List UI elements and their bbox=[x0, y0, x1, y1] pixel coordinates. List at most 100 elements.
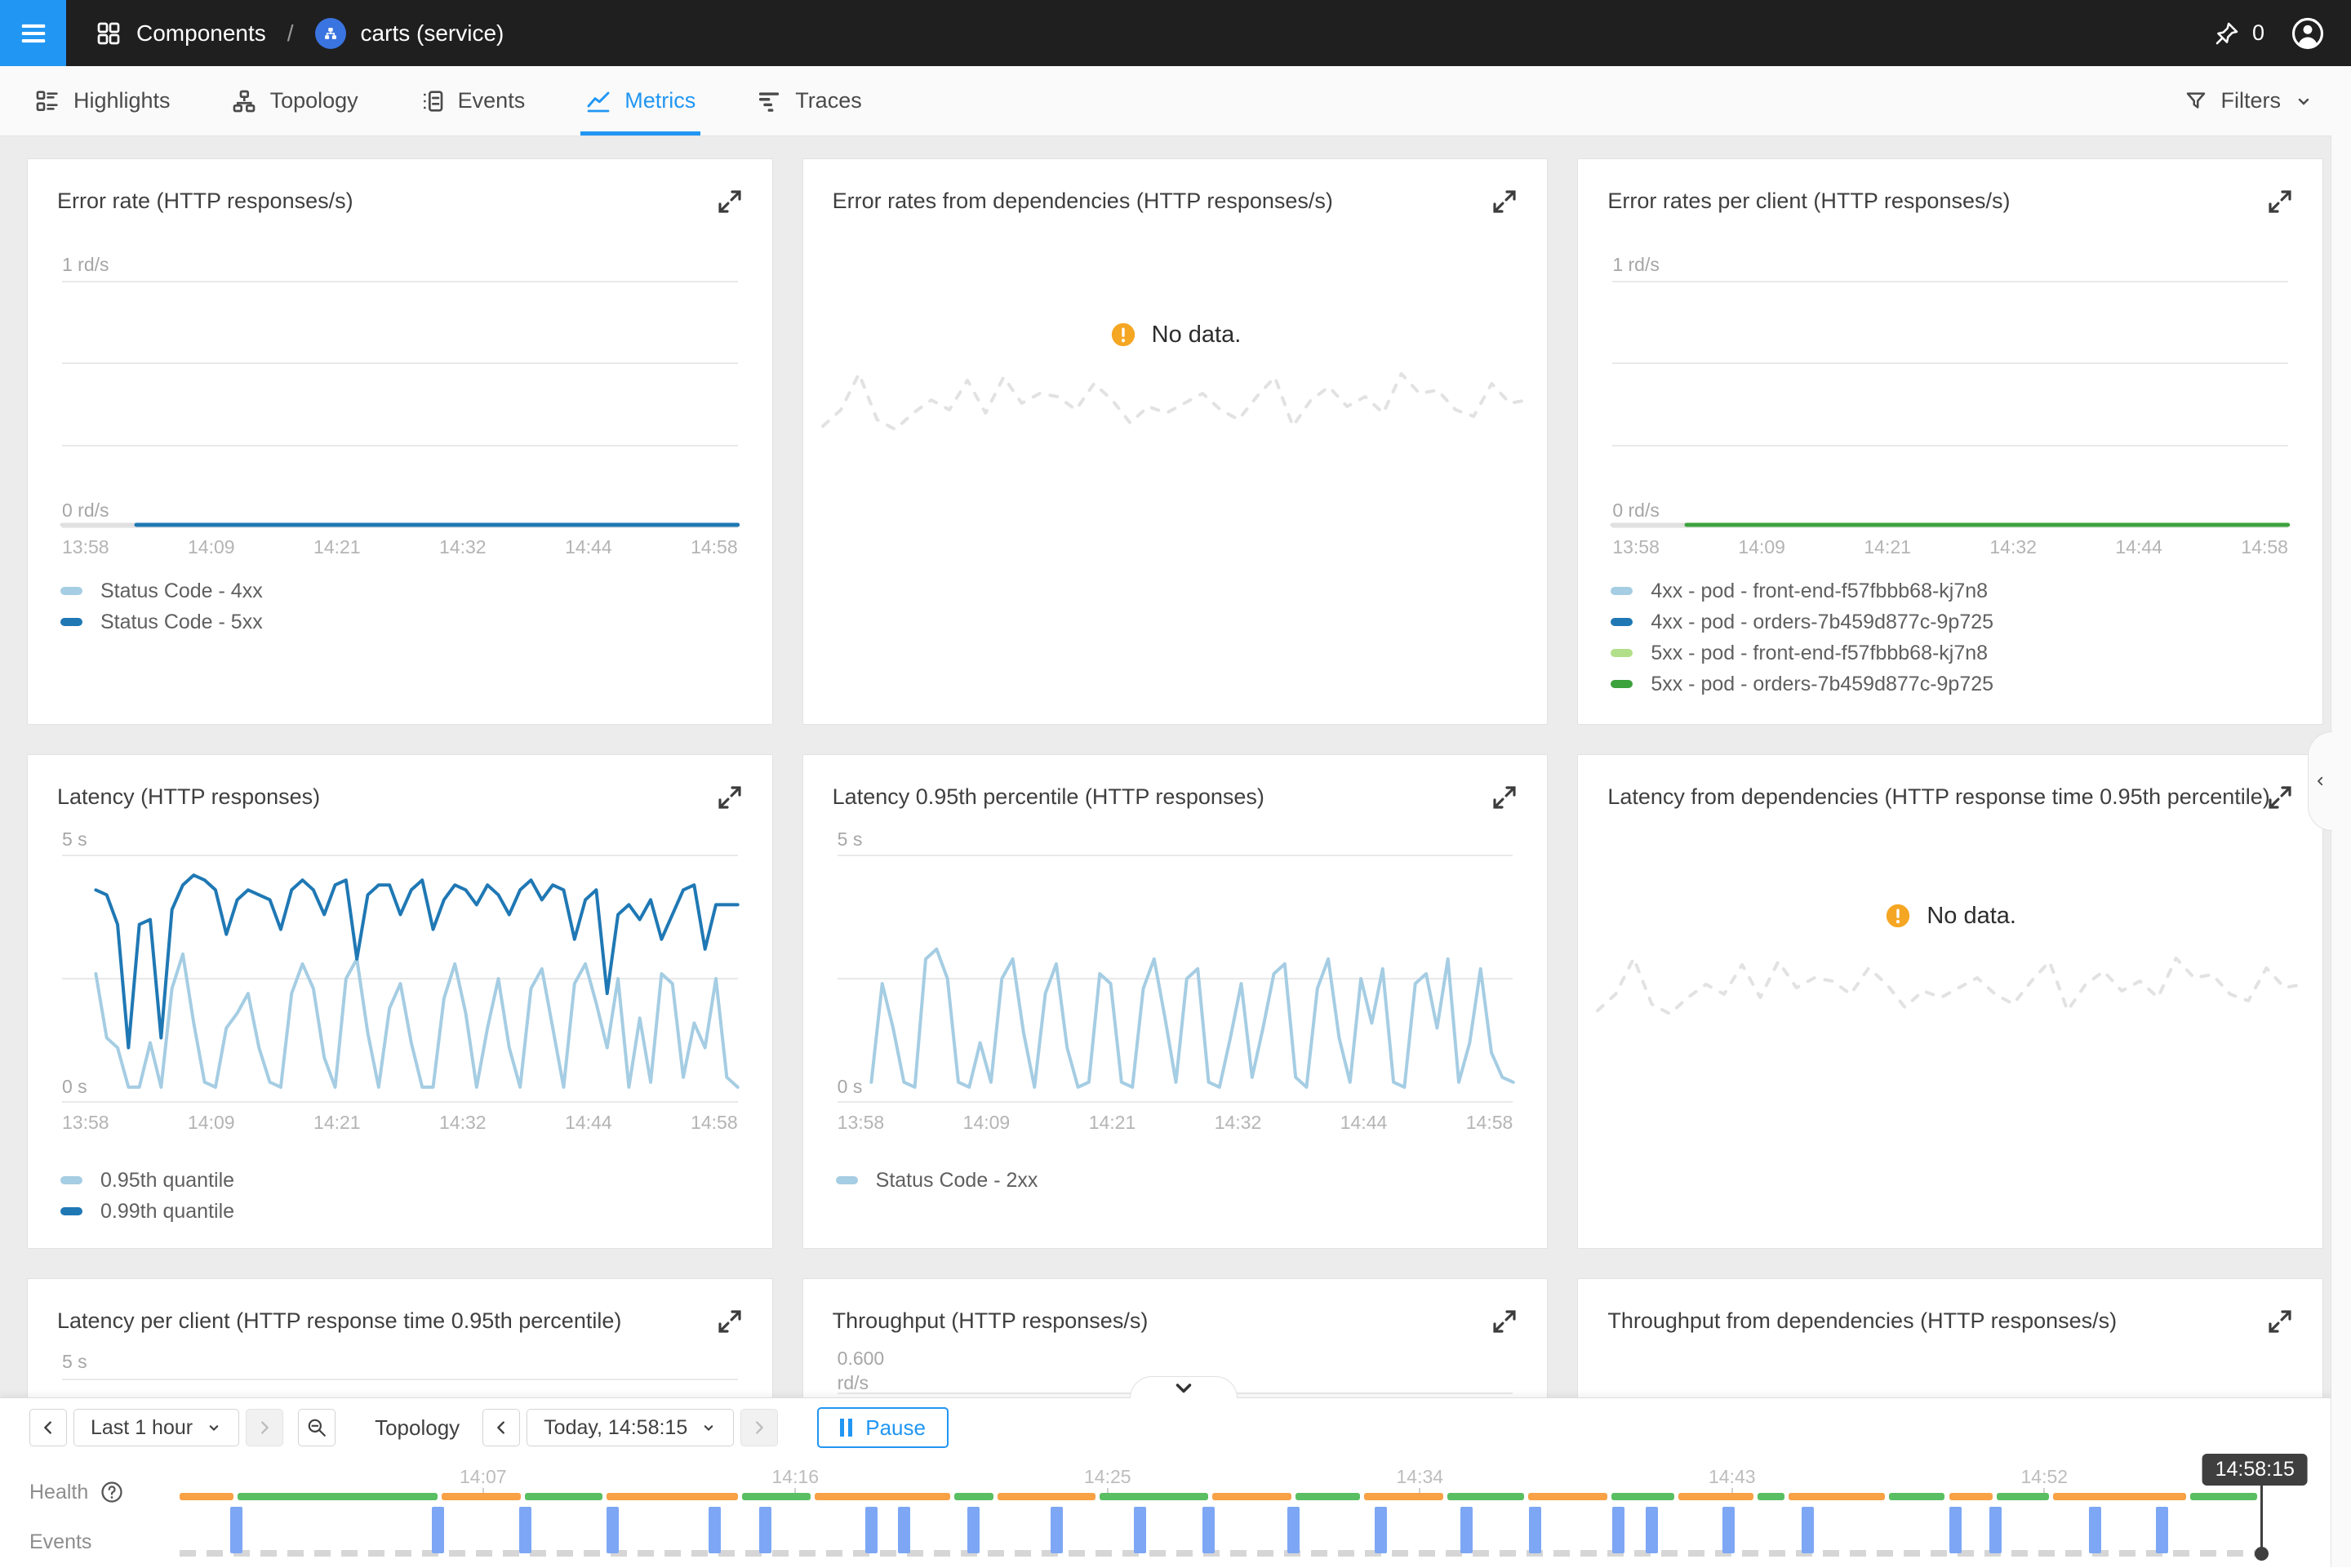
tab-topology[interactable]: Topology bbox=[226, 66, 363, 135]
event-bar[interactable] bbox=[1989, 1507, 2002, 1553]
health-segment-green bbox=[1295, 1493, 1360, 1500]
help-icon[interactable] bbox=[100, 1480, 124, 1504]
chart-title: Throughput from dependencies (HTTP respo… bbox=[1607, 1308, 2118, 1333]
event-bar[interactable] bbox=[1529, 1507, 1542, 1553]
event-bar[interactable] bbox=[1949, 1507, 1962, 1553]
legend-item[interactable]: Status Code - 4xx bbox=[60, 580, 263, 602]
expand-chart-icon[interactable] bbox=[2262, 780, 2298, 815]
plot-area bbox=[837, 855, 1513, 1103]
chart-card-latency-95: Latency 0.95th percentile (HTTP response… bbox=[802, 754, 1549, 1249]
x-tick-label: 14:32 bbox=[439, 536, 487, 557]
events-baseline bbox=[180, 1550, 2261, 1557]
user-avatar-icon bbox=[2291, 17, 2324, 49]
expand-chart-icon[interactable] bbox=[1487, 780, 1522, 815]
event-bar[interactable] bbox=[2089, 1507, 2101, 1553]
event-bar[interactable] bbox=[1202, 1507, 1215, 1553]
legend-item[interactable]: 5xx - pod - front-end-f57fbbb68-kj7n8 bbox=[1611, 642, 1993, 664]
event-bar[interactable] bbox=[1460, 1507, 1473, 1553]
expand-chart-icon[interactable] bbox=[1487, 1304, 1522, 1339]
highlights-icon bbox=[36, 90, 58, 111]
legend-item[interactable]: 4xx - pod - orders-7b459d877c-9p725 bbox=[1611, 611, 1993, 633]
legend-swatch bbox=[1611, 649, 1633, 657]
expand-chart-icon[interactable] bbox=[712, 780, 748, 815]
playhead-line[interactable] bbox=[2260, 1483, 2263, 1553]
filter-funnel-icon bbox=[2186, 91, 2205, 109]
expand-chart-icon[interactable] bbox=[712, 1304, 748, 1339]
expand-chart-icon[interactable] bbox=[2262, 184, 2298, 220]
event-bar[interactable] bbox=[1722, 1507, 1735, 1553]
event-bar[interactable] bbox=[898, 1507, 911, 1553]
legend-item[interactable]: 0.99th quantile bbox=[60, 1200, 234, 1223]
legend-item[interactable]: 0.95th quantile bbox=[60, 1169, 234, 1192]
hamburger-menu-button[interactable] bbox=[0, 0, 66, 66]
no-data-sparkline bbox=[823, 365, 1528, 435]
legend-swatch bbox=[1611, 618, 1633, 626]
event-bar[interactable] bbox=[432, 1507, 445, 1553]
metrics-dashboard: Error rate (HTTP responses/s) 1 rd/s 0 r… bbox=[0, 135, 2351, 1397]
timepoint-forward-button[interactable] bbox=[740, 1409, 779, 1446]
health-segment-orange bbox=[1211, 1493, 1291, 1500]
legend-item[interactable]: Status Code - 5xx bbox=[60, 611, 263, 633]
legend-item[interactable]: 5xx - pod - orders-7b459d877c-9p725 bbox=[1611, 673, 1993, 695]
time-range-dropdown[interactable]: Last 1 hour bbox=[73, 1409, 240, 1446]
playhead-handle[interactable] bbox=[2255, 1547, 2269, 1561]
filters-button[interactable]: Filters bbox=[2179, 66, 2319, 135]
event-bar[interactable] bbox=[864, 1507, 878, 1553]
event-bar[interactable] bbox=[2155, 1507, 2168, 1553]
gridline bbox=[837, 855, 1513, 856]
event-bar[interactable] bbox=[1612, 1507, 1625, 1553]
gridline bbox=[1612, 526, 2288, 528]
health-segment-orange bbox=[1678, 1493, 1753, 1500]
event-bar[interactable] bbox=[1802, 1507, 1815, 1553]
event-bar[interactable] bbox=[709, 1507, 722, 1553]
event-bar[interactable] bbox=[758, 1507, 771, 1553]
chart-legend: 0.95th quantile 0.99th quantile bbox=[60, 1169, 234, 1223]
pause-button[interactable]: Pause bbox=[817, 1407, 949, 1448]
y-axis-max-label: 5 s bbox=[62, 1351, 87, 1372]
legend-label: Status Code - 2xx bbox=[875, 1168, 1038, 1192]
event-bar[interactable] bbox=[1050, 1507, 1063, 1553]
gridline bbox=[62, 855, 738, 856]
event-bar[interactable] bbox=[229, 1507, 242, 1553]
tab-events[interactable]: Events bbox=[414, 66, 531, 135]
legend-label: 4xx - pod - orders-7b459d877c-9p725 bbox=[1651, 610, 1994, 633]
legend-item[interactable]: 4xx - pod - front-end-f57fbbb68-kj7n8 bbox=[1611, 580, 1993, 602]
pin-icon bbox=[2215, 22, 2238, 44]
user-avatar-button[interactable] bbox=[2291, 16, 2325, 51]
tab-highlights[interactable]: Highlights bbox=[29, 66, 176, 135]
tab-traces[interactable]: Traces bbox=[751, 66, 867, 135]
chart-title: Latency per client (HTTP response time 0… bbox=[57, 1308, 622, 1333]
range-forward-button[interactable] bbox=[246, 1409, 284, 1446]
health-segment-orange bbox=[180, 1493, 234, 1500]
event-bar[interactable] bbox=[1375, 1507, 1388, 1553]
timepoint-dropdown[interactable]: Today, 14:58:15 bbox=[527, 1409, 735, 1446]
timeline-scrubber[interactable]: 14:58:15 14:07 14:16 14:25 14:34 14:43 14:52 bbox=[180, 1398, 2308, 1568]
health-segment-green bbox=[238, 1493, 438, 1500]
event-bar[interactable] bbox=[519, 1507, 532, 1553]
pinned-items-button[interactable]: 0 bbox=[2208, 19, 2269, 48]
event-bar[interactable] bbox=[1287, 1507, 1300, 1553]
expand-chart-icon[interactable] bbox=[712, 184, 748, 220]
event-bar[interactable] bbox=[967, 1507, 980, 1553]
breadcrumb-components[interactable]: Components bbox=[136, 20, 266, 46]
x-axis-ticks: 13:58 14:09 14:21 14:32 14:44 14:58 bbox=[62, 1112, 738, 1134]
panel-collapse-toggle[interactable] bbox=[1130, 1376, 1238, 1398]
legend-item[interactable]: Status Code - 2xx bbox=[835, 1168, 1038, 1192]
event-bar[interactable] bbox=[607, 1507, 620, 1553]
tab-metrics[interactable]: Metrics bbox=[580, 66, 701, 135]
timepoint-back-button[interactable] bbox=[482, 1409, 521, 1446]
expand-chart-icon[interactable] bbox=[2262, 1304, 2298, 1339]
expand-chart-icon[interactable] bbox=[1487, 184, 1522, 220]
zoom-out-button[interactable] bbox=[298, 1409, 336, 1446]
chart-title: Latency (HTTP responses) bbox=[57, 784, 321, 809]
health-segment-orange bbox=[606, 1493, 738, 1500]
metrics-icon bbox=[587, 91, 610, 112]
event-bar[interactable] bbox=[1645, 1507, 1658, 1553]
side-panel-toggle[interactable] bbox=[2308, 731, 2332, 831]
event-bar[interactable] bbox=[1133, 1507, 1146, 1553]
tab-label: Events bbox=[457, 88, 526, 113]
plot-area bbox=[62, 281, 738, 528]
range-back-button[interactable] bbox=[29, 1409, 67, 1446]
pause-icon bbox=[840, 1419, 853, 1437]
tab-label: Topology bbox=[269, 88, 358, 113]
